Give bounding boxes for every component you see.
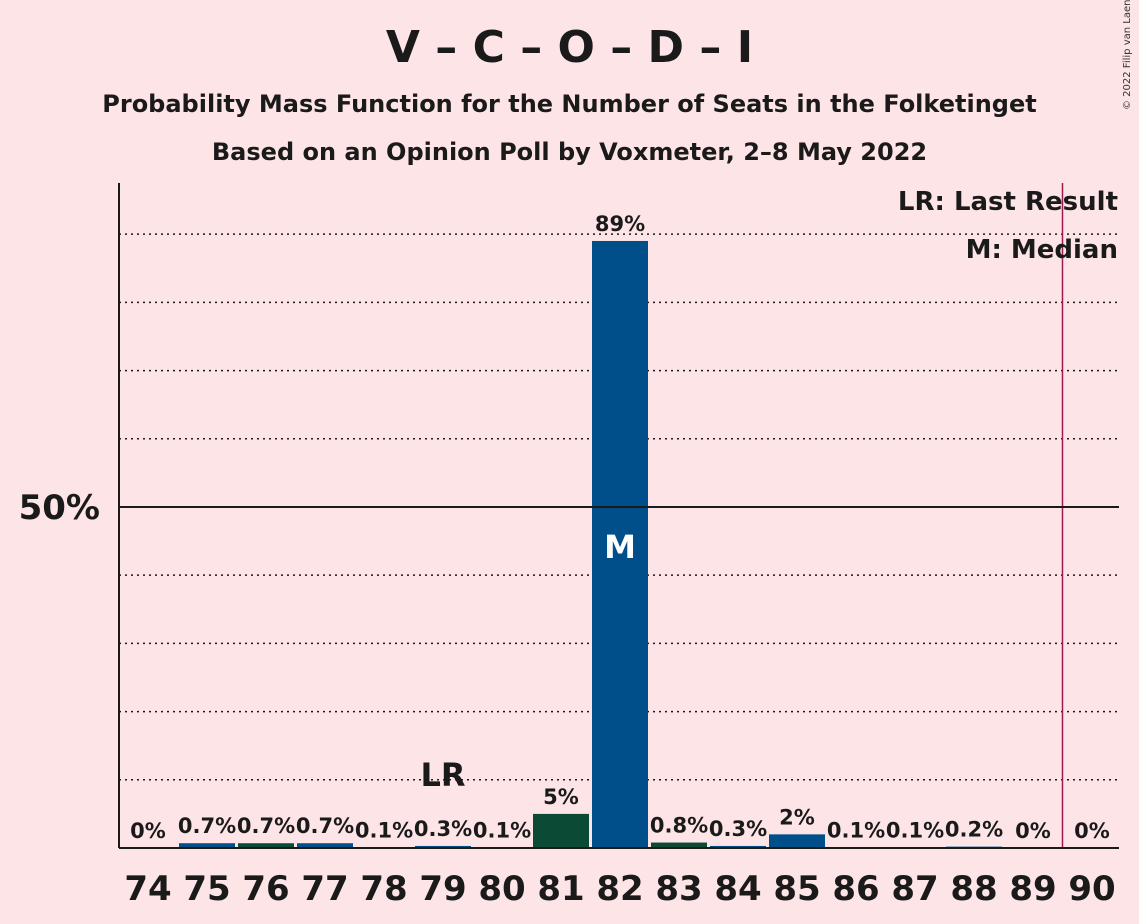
x-tick-label: 88 xyxy=(950,869,997,909)
bar-seat-85 xyxy=(769,834,825,848)
bar-seat-81 xyxy=(533,813,589,848)
x-tick-label: 81 xyxy=(537,869,584,909)
bar-value-label: 0.2% xyxy=(945,818,1003,842)
bar-seat-79 xyxy=(415,845,471,848)
x-tick-label: 85 xyxy=(773,869,820,909)
last-result-marker: LR xyxy=(420,756,465,794)
legend-last-result: LR: Last Result xyxy=(898,187,1118,217)
bar-value-label: 0.1% xyxy=(473,818,531,842)
bar-value-label: 0.8% xyxy=(650,814,708,838)
bar-value-label: 0% xyxy=(130,819,166,843)
chart-source: Based on an Opinion Poll by Voxmeter, 2–… xyxy=(211,138,928,166)
x-tick-label: 79 xyxy=(419,869,466,909)
bar-value-label: 0% xyxy=(1015,819,1051,843)
x-tick-label: 75 xyxy=(183,869,230,909)
bar-value-label: 0.1% xyxy=(355,818,413,842)
bar-value-label: 0.7% xyxy=(296,814,354,838)
bar-seat-82 xyxy=(592,240,648,848)
bar-seat-75 xyxy=(179,843,235,848)
x-tick-label: 76 xyxy=(242,869,289,909)
x-tick-label: 87 xyxy=(891,869,938,909)
x-tick-label: 83 xyxy=(655,869,702,909)
legend-median: M: Median xyxy=(966,235,1118,265)
bar-value-label: 0.7% xyxy=(178,814,236,838)
bars xyxy=(179,240,1002,848)
bar-seat-84 xyxy=(710,845,766,848)
bar-value-label: 0.3% xyxy=(414,817,472,841)
chart-title: V – C – O – D – I xyxy=(385,22,754,73)
bar-value-label: 0.7% xyxy=(237,814,295,838)
median-marker: M xyxy=(604,528,636,566)
x-tick-label: 89 xyxy=(1009,869,1056,909)
x-tick-label: 84 xyxy=(714,869,761,909)
x-tick-label: 90 xyxy=(1068,869,1115,909)
x-tick-label: 86 xyxy=(832,869,879,909)
x-tick-label: 80 xyxy=(478,869,525,909)
bar-value-label: 0% xyxy=(1074,819,1110,843)
bar-labels: 0% 0.7% 0.7% 0.7% 0.1% 0.3% 0.1%5%89%0.8% 0.3% 2… xyxy=(130,212,1110,843)
bar-value-label: 0.1% xyxy=(886,818,944,842)
bar-seat-77 xyxy=(297,843,353,848)
y-tick-label: 50% xyxy=(19,488,100,528)
bar-value-label: 89% xyxy=(595,212,645,236)
bar-value-label: 2% xyxy=(779,805,815,829)
bar-seat-83 xyxy=(651,842,707,848)
bar-seat-76 xyxy=(238,843,294,848)
x-tick-label: 74 xyxy=(124,869,171,909)
x-tick-label: 82 xyxy=(596,869,643,909)
x-tick-label: 77 xyxy=(301,869,348,909)
bar-value-label: 0.3% xyxy=(709,817,767,841)
bar-value-label: 0.1% xyxy=(827,818,885,842)
x-tick-label: 78 xyxy=(360,869,407,909)
chart-subtitle: Probability Mass Function for the Number… xyxy=(102,90,1037,118)
x-tick-labels: 74 75 76 77 78 79 80 81 82 83 84 85 86 87 88 89 90 xyxy=(124,869,1115,909)
bar-value-label: 5% xyxy=(543,785,579,809)
